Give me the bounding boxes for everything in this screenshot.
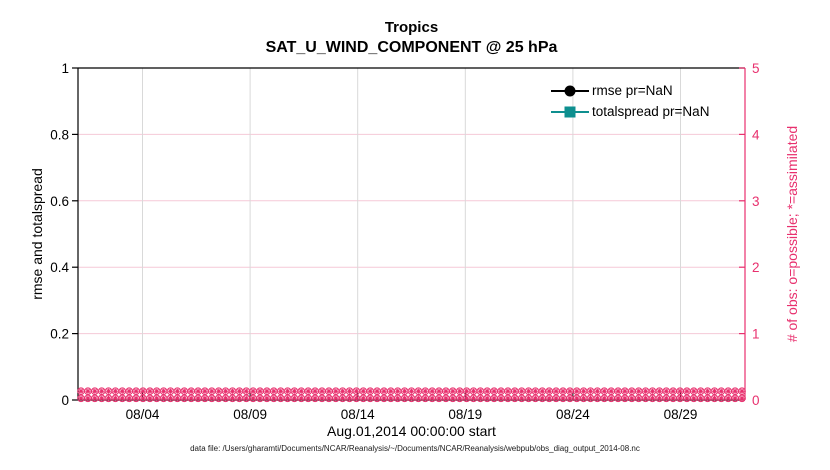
svg-text:3: 3 [752, 194, 760, 209]
svg-text:0.2: 0.2 [50, 327, 69, 342]
svg-text:08/14: 08/14 [341, 407, 375, 422]
y-axis-label-left: rmse and totalspread [29, 168, 45, 300]
legend-label-rmse: rmse pr=NaN [592, 83, 673, 98]
legend-swatch-rmse [551, 85, 589, 96]
svg-text:1: 1 [61, 61, 69, 76]
legend-item-rmse: rmse pr=NaN [551, 80, 709, 101]
footer-datafile-note: data file: /Users/gharamti/Documents/NCA… [190, 444, 640, 453]
svg-text:08/04: 08/04 [126, 407, 160, 422]
svg-text:08/24: 08/24 [556, 407, 590, 422]
y-axis-left-ticks: 0 0.2 0.4 0.6 0.8 1 [50, 61, 78, 408]
chart-subtitle: SAT_U_WIND_COMPONENT @ 25 hPa [265, 39, 558, 56]
chart-title: Tropics [384, 19, 439, 36]
svg-text:0.4: 0.4 [50, 260, 69, 275]
legend-label-totalspread: totalspread pr=NaN [592, 104, 710, 119]
x-axis-tick-labels: 08/04 08/09 08/14 08/19 08/24 08/29 [126, 407, 698, 422]
svg-text:0: 0 [752, 393, 760, 408]
svg-text:1: 1 [752, 327, 760, 342]
legend-circle-marker [564, 85, 576, 96]
svg-text:2: 2 [752, 260, 760, 275]
svg-text:08/09: 08/09 [233, 407, 267, 422]
gridlines [78, 68, 745, 400]
y-axis-label-right: # of obs: o=possible; *=assimilated [784, 125, 800, 343]
legend-square-marker [564, 106, 576, 117]
svg-text:4: 4 [752, 127, 760, 142]
legend-swatch-totalspread [551, 106, 589, 117]
svg-text:08/29: 08/29 [664, 407, 698, 422]
x-axis-label: Aug.01,2014 00:00:00 start [327, 423, 496, 439]
y-axis-right-ticks: 0 1 2 3 4 5 [739, 61, 760, 408]
svg-text:0.8: 0.8 [50, 127, 69, 142]
svg-text:5: 5 [752, 61, 760, 76]
obs-count-markers [77, 387, 746, 403]
legend-item-totalspread: totalspread pr=NaN [551, 101, 709, 122]
svg-text:0: 0 [61, 393, 69, 408]
svg-text:0.6: 0.6 [50, 194, 69, 209]
legend: rmse pr=NaN totalspread pr=NaN [551, 80, 709, 122]
svg-text:08/19: 08/19 [448, 407, 482, 422]
